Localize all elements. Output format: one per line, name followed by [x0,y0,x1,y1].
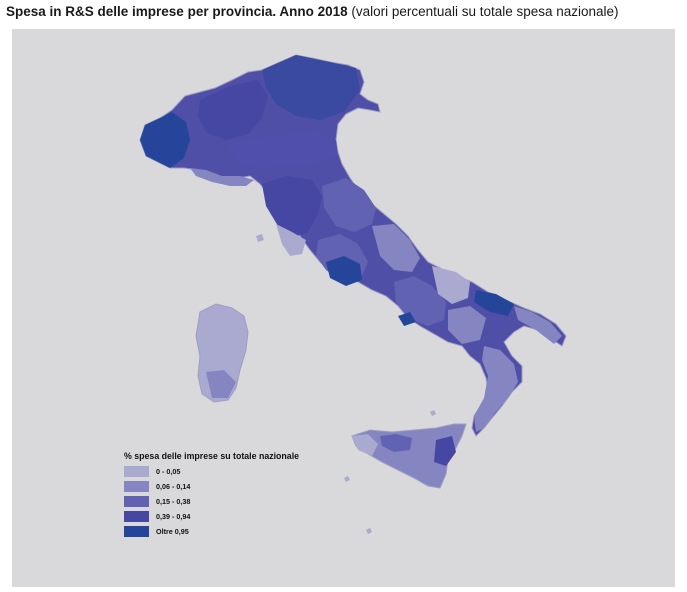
legend-label: 0,39 - 0,94 [156,512,191,521]
aeolian-islands [430,410,436,416]
patch-bari [474,290,514,316]
patch-veneto-friuli [262,55,360,120]
patch-marche-umbria [322,178,376,232]
legend-swatch [124,466,149,477]
patch-piemonte [140,112,190,168]
patch-lombardia [198,80,268,140]
legend-swatch [124,511,149,522]
legend-label: 0 - 0,05 [156,467,181,476]
map-title: Spesa in R&S delle imprese per provincia… [6,4,619,19]
map-panel [12,29,675,587]
patch-sardinia-south [206,370,236,398]
legend-item: 0,39 - 0,94 [124,509,299,524]
map-legend: % spesa delle imprese su totale nazional… [124,451,299,539]
patch-coastal-tuscany [276,224,306,256]
patch-abruzzo-molise [372,224,420,272]
map-title-subtitle: (valori percentuali su totale spesa nazi… [351,4,619,19]
patch-napoli [398,312,416,326]
patch-salento [514,306,562,344]
legend-item: Oltre 0,95 [124,524,299,539]
legend-item: 0 - 0,05 [124,464,299,479]
lampedusa [366,528,372,534]
legend-label: Oltre 0,95 [156,527,189,536]
patch-roma [326,256,362,286]
legend-title: % spesa delle imprese su totale nazional… [124,451,300,461]
patch-calabria [474,346,518,432]
patch-palermo [380,434,412,452]
italy-map [139,54,567,534]
pantelleria [344,476,350,482]
patch-emilia-romagna [228,132,338,168]
patch-toscana [262,176,322,238]
map-title-main: Spesa in R&S delle imprese per provincia… [6,4,348,19]
patch-puglia-north [432,266,470,304]
legend-swatch [124,526,149,537]
patch-basilicata [448,306,486,344]
legend-item: 0,06 - 0,14 [124,479,299,494]
legend-swatch [124,496,149,507]
legend-item: 0,15 - 0,38 [124,494,299,509]
elba-island [256,234,264,242]
patch-western-sicily [352,434,378,456]
legend-label: 0,06 - 0,14 [156,482,191,491]
patch-catania [434,436,456,466]
patch-liguria [190,168,254,186]
legend-label: 0,15 - 0,38 [156,497,191,506]
legend-swatch [124,481,149,492]
